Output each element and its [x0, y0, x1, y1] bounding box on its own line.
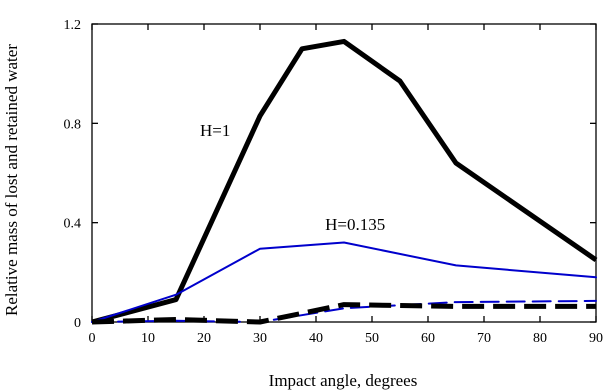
plot-frame: [91, 23, 597, 323]
annotation-label: H=1: [200, 121, 230, 140]
y-axis-label: Relative mass of lost and retained water: [2, 44, 21, 316]
y-tick-label: 0.4: [64, 217, 82, 232]
x-tick-label: 50: [365, 331, 379, 346]
x-tick-label: 70: [477, 331, 491, 346]
tick-labels: 0 10 20 30 40 50 60 70 80 90 0 0.4 0.8 1.2: [64, 18, 604, 346]
axis-ticks: [91, 23, 597, 323]
x-tick-label: 80: [533, 331, 547, 346]
annotation-label: H=0.135: [325, 215, 385, 234]
series-h0135-total-line: [91, 241, 597, 323]
x-tick-label: 20: [197, 331, 211, 346]
plot-border: [91, 23, 597, 323]
x-axis-label: Impact angle, degrees: [269, 371, 418, 390]
series-group: [91, 38, 598, 325]
x-tick-label: 40: [309, 331, 323, 346]
x-tick-label: 90: [589, 331, 603, 346]
x-tick-label: 10: [141, 331, 155, 346]
annotations: H=1 H=0.135: [200, 121, 385, 234]
x-tick-label: 0: [89, 331, 96, 346]
x-tick-label: 30: [253, 331, 267, 346]
y-tick-label: 0: [74, 316, 81, 331]
y-tick-label: 0.8: [64, 117, 82, 132]
series-h1-retained-dashed-line: [91, 302, 596, 325]
y-tick-label: 1.2: [64, 18, 82, 33]
x-tick-label: 60: [421, 331, 435, 346]
series-h1-total-line: [91, 38, 598, 325]
